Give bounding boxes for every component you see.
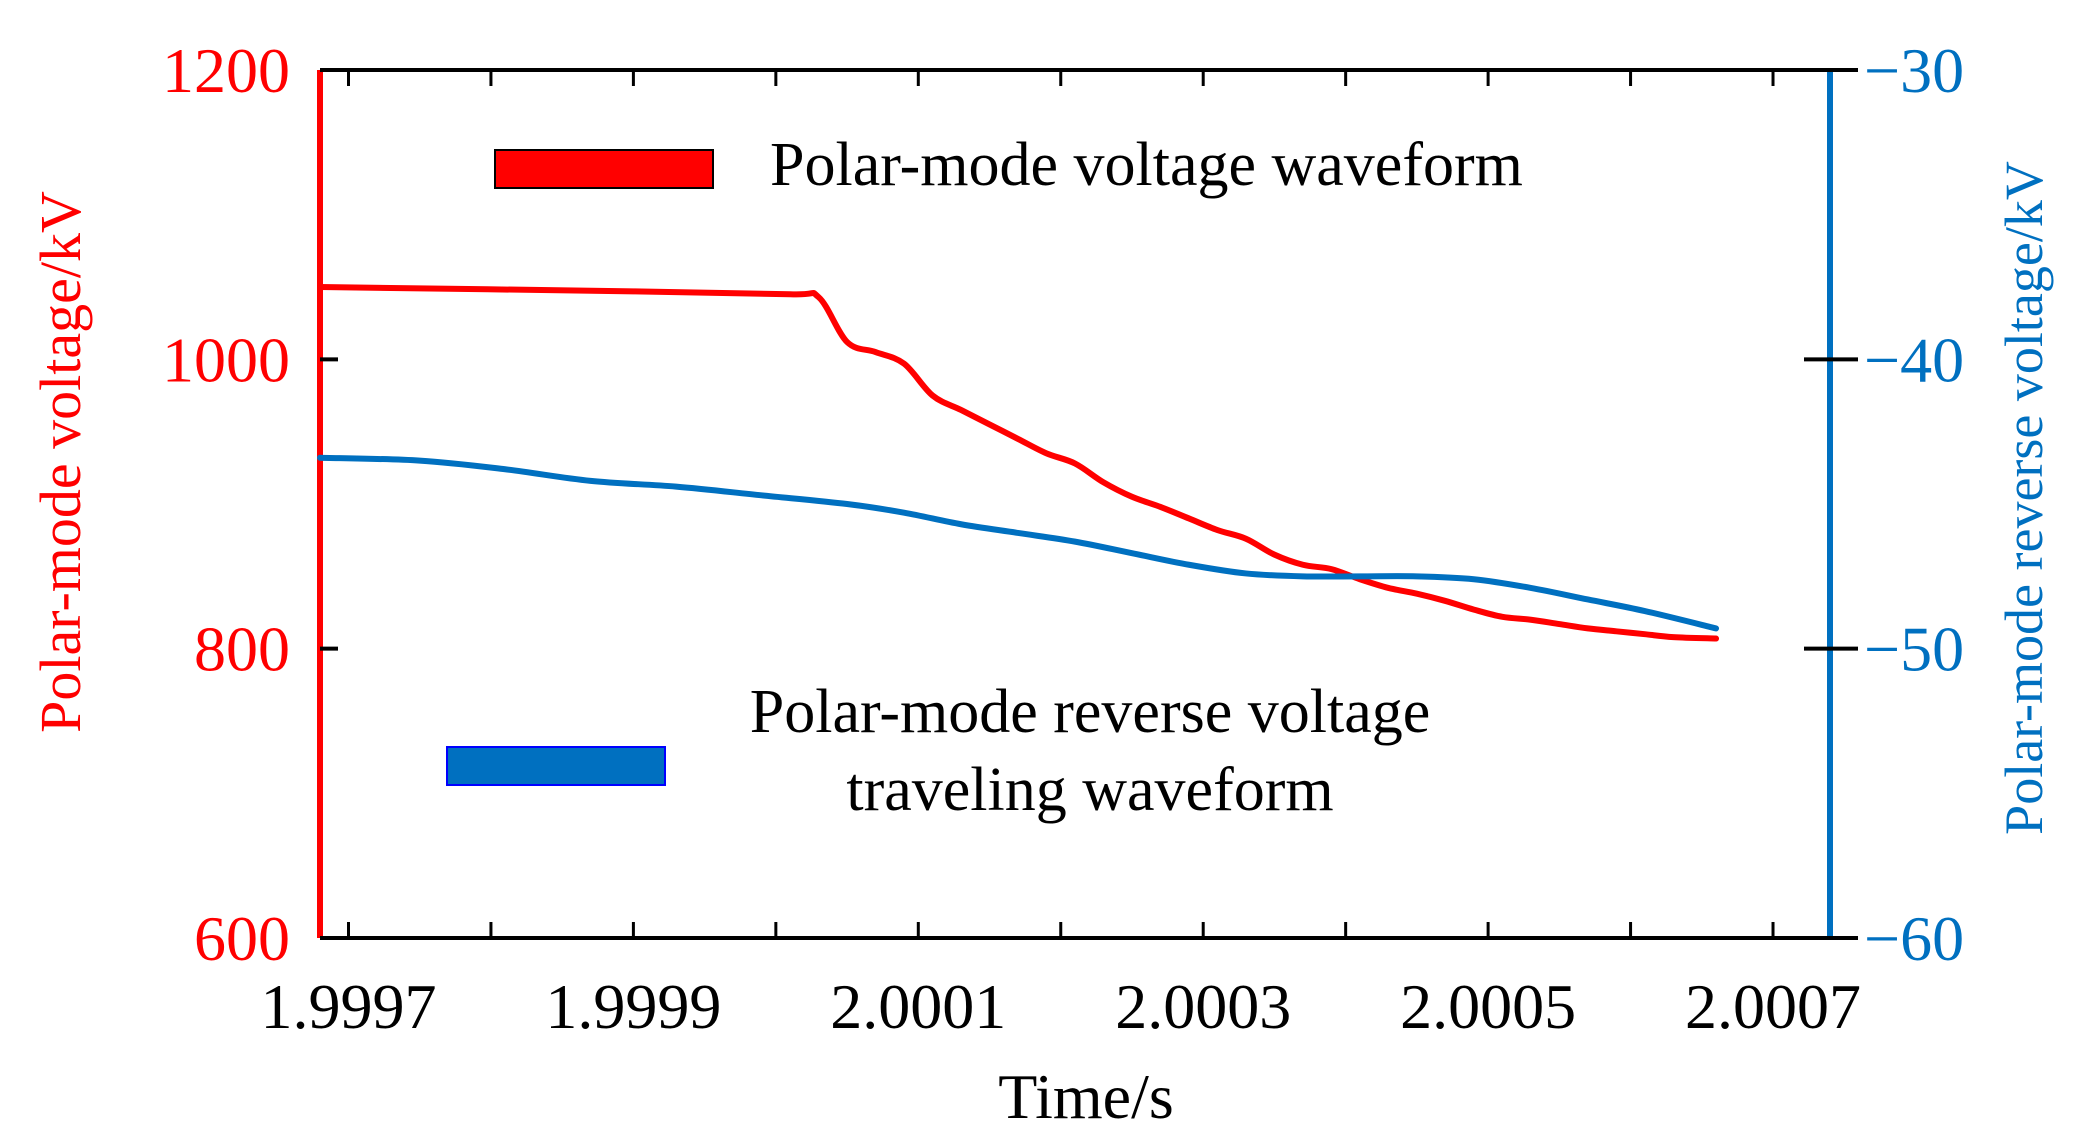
x-tick-label: 1.9999 bbox=[545, 971, 721, 1042]
legend-label-polar-mode-voltage: Polar-mode voltage waveform bbox=[770, 131, 1523, 199]
x-tick-label: 2.0007 bbox=[1685, 971, 1861, 1042]
x-axis-title: Time/s bbox=[998, 1061, 1174, 1132]
legend-label-polar-mode-reverse-voltage-line1: Polar-mode reverse voltage bbox=[750, 678, 1431, 746]
legend-label-polar-mode-reverse-voltage-line2: traveling waveform bbox=[846, 756, 1333, 824]
plot-frame bbox=[317, 68, 1833, 940]
x-tick-label: 1.9997 bbox=[260, 971, 436, 1042]
axis-tick-labels: 1.9997 1.9999 2.0001 2.0003 2.0005 2.0007 600 8… bbox=[162, 35, 1964, 1042]
right-y-axis-title: Polar-mode reverse voltage/kV bbox=[1994, 161, 2054, 835]
right-y-tick-label: −60 bbox=[1864, 903, 1964, 974]
legend-swatch-polar-mode-voltage bbox=[494, 149, 714, 189]
series-line-polar-mode-reverse-voltage bbox=[317, 454, 1720, 632]
left-y-tick-label: 1200 bbox=[162, 35, 290, 106]
x-tick-label: 2.0005 bbox=[1400, 971, 1576, 1042]
left-y-tick-label: 800 bbox=[194, 614, 290, 685]
left-y-tick-label: 1000 bbox=[162, 324, 290, 395]
right-y-tick-label: −50 bbox=[1864, 614, 1964, 685]
x-tick-label: 2.0001 bbox=[830, 971, 1006, 1042]
legend-swatch-polar-mode-reverse-voltage bbox=[446, 746, 666, 786]
left-y-tick-label: 600 bbox=[194, 903, 290, 974]
axis-ticks bbox=[320, 68, 1858, 940]
data-series bbox=[317, 284, 1720, 642]
legend: Polar-mode voltage waveform Polar-mode r… bbox=[446, 131, 1523, 824]
x-tick-label: 2.0003 bbox=[1115, 971, 1291, 1042]
right-y-tick-label: −40 bbox=[1864, 324, 1964, 395]
series-line-polar-mode-voltage bbox=[317, 284, 1720, 642]
right-y-tick-label: −30 bbox=[1864, 35, 1964, 106]
left-y-axis-title: Polar-mode voltage/kV bbox=[28, 191, 93, 733]
